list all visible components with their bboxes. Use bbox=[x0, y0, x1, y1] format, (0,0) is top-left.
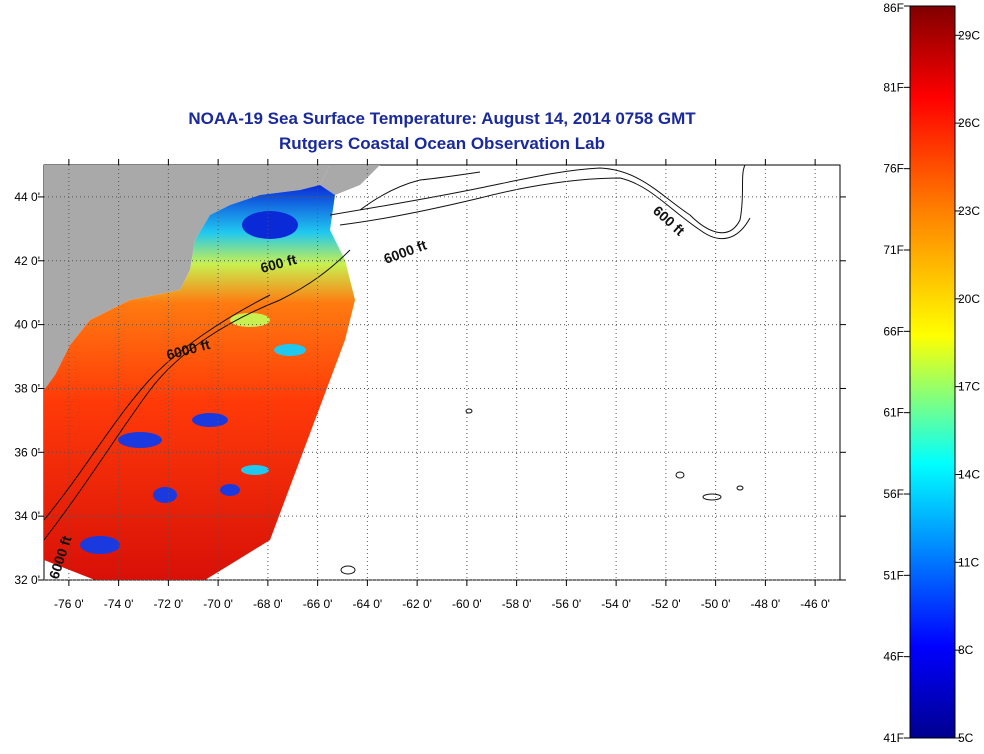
colorbar-label-c: 5C bbox=[958, 731, 974, 745]
lon-tick-label: -72 0' bbox=[154, 597, 184, 611]
lon-tick-label: -64 0' bbox=[353, 597, 383, 611]
lat-tick-label: 32 0' bbox=[14, 573, 40, 587]
colorbar-labels: 86F 81F 76F 71F 66F 61F 56F 51F 46F 41F 29C 26C 23C 2… bbox=[883, 1, 980, 745]
lon-tick-label: -70 0' bbox=[203, 597, 233, 611]
lon-tick-label: -50 0' bbox=[701, 597, 731, 611]
land-mass-north bbox=[320, 165, 380, 195]
map-title: NOAA-19 Sea Surface Temperature: August … bbox=[188, 109, 696, 128]
colorbar-label-c: 29C bbox=[958, 28, 980, 42]
lon-tick-label: -60 0' bbox=[452, 597, 482, 611]
lon-tick-label: -54 0' bbox=[601, 597, 631, 611]
colorbar-label-f: 81F bbox=[883, 80, 904, 94]
colorbar-label-c: 17C bbox=[958, 380, 980, 394]
lat-tick-label: 40 0' bbox=[14, 318, 40, 332]
colorbar-label-f: 86F bbox=[883, 1, 904, 15]
lat-tick-label: 36 0' bbox=[14, 445, 40, 459]
lon-tick-label: -46 0' bbox=[800, 597, 830, 611]
lon-tick-label: -52 0' bbox=[651, 597, 681, 611]
islands bbox=[340, 408, 744, 575]
colorbar-label-c: 8C bbox=[958, 643, 974, 657]
colorbar-label-f: 71F bbox=[883, 243, 904, 257]
map-content bbox=[44, 165, 751, 580]
map-ticks: -76 0' -74 0' -72 0' -70 0' -68 0' -66 0' -64 … bbox=[14, 159, 846, 611]
colorbar-label-f: 51F bbox=[883, 568, 904, 582]
lon-tick-label: -62 0' bbox=[402, 597, 432, 611]
colorbar-label-c: 14C bbox=[958, 467, 980, 481]
lon-tick-label: -68 0' bbox=[253, 597, 283, 611]
lat-tick-label: 38 0' bbox=[14, 381, 40, 395]
colorbar-label-f: 46F bbox=[883, 650, 904, 664]
title-block: NOAA-19 Sea Surface Temperature: August … bbox=[44, 106, 840, 156]
lon-tick-label: -56 0' bbox=[552, 597, 582, 611]
colorbar-label-c: 26C bbox=[958, 116, 980, 130]
map-grid bbox=[44, 165, 840, 581]
isobath-lines bbox=[44, 165, 751, 541]
colorbar-label-c: 20C bbox=[958, 292, 980, 306]
colorbar-label-f: 56F bbox=[883, 487, 904, 501]
colorbar-label-c: 23C bbox=[958, 204, 980, 218]
lat-tick-label: 34 0' bbox=[14, 509, 40, 523]
colorbar-label-f: 66F bbox=[883, 324, 904, 338]
sst-swath bbox=[44, 185, 355, 580]
lon-tick-label: -76 0' bbox=[54, 597, 84, 611]
lon-tick-label: -48 0' bbox=[751, 597, 781, 611]
cold-patches bbox=[80, 211, 306, 554]
lat-tick-label: 44 0' bbox=[14, 190, 40, 204]
lon-tick-label: -66 0' bbox=[303, 597, 333, 611]
colorbar: 86F 81F 76F 71F 66F 61F 56F 51F 46F 41F 29C 26C 23C 2… bbox=[883, 1, 980, 745]
land-mass bbox=[44, 165, 330, 390]
colorbar-label-f: 61F bbox=[883, 406, 904, 420]
lat-tick-label: 42 0' bbox=[14, 254, 40, 268]
colorbar-label-f: 41F bbox=[883, 731, 904, 745]
colorbar-label-f: 76F bbox=[883, 162, 904, 176]
map-subtitle: Rutgers Coastal Ocean Observation Lab bbox=[279, 134, 605, 153]
colorbar-label-c: 11C bbox=[958, 555, 979, 569]
colorbar-gradient bbox=[909, 5, 956, 739]
lon-tick-label: -74 0' bbox=[104, 597, 134, 611]
lon-tick-label: -58 0' bbox=[502, 597, 532, 611]
